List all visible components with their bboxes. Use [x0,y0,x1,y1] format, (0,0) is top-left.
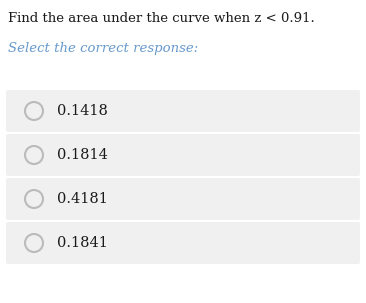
Text: Find the area under the curve when z < 0.91.: Find the area under the curve when z < 0… [8,12,315,25]
FancyBboxPatch shape [6,178,360,220]
FancyBboxPatch shape [6,222,360,264]
FancyBboxPatch shape [6,134,360,176]
Text: 0.1841: 0.1841 [57,236,108,250]
Text: 0.1814: 0.1814 [57,148,108,162]
Text: 0.1418: 0.1418 [57,104,108,118]
Text: 0.4181: 0.4181 [57,192,108,206]
FancyBboxPatch shape [6,90,360,132]
Text: Select the correct response:: Select the correct response: [8,42,198,55]
